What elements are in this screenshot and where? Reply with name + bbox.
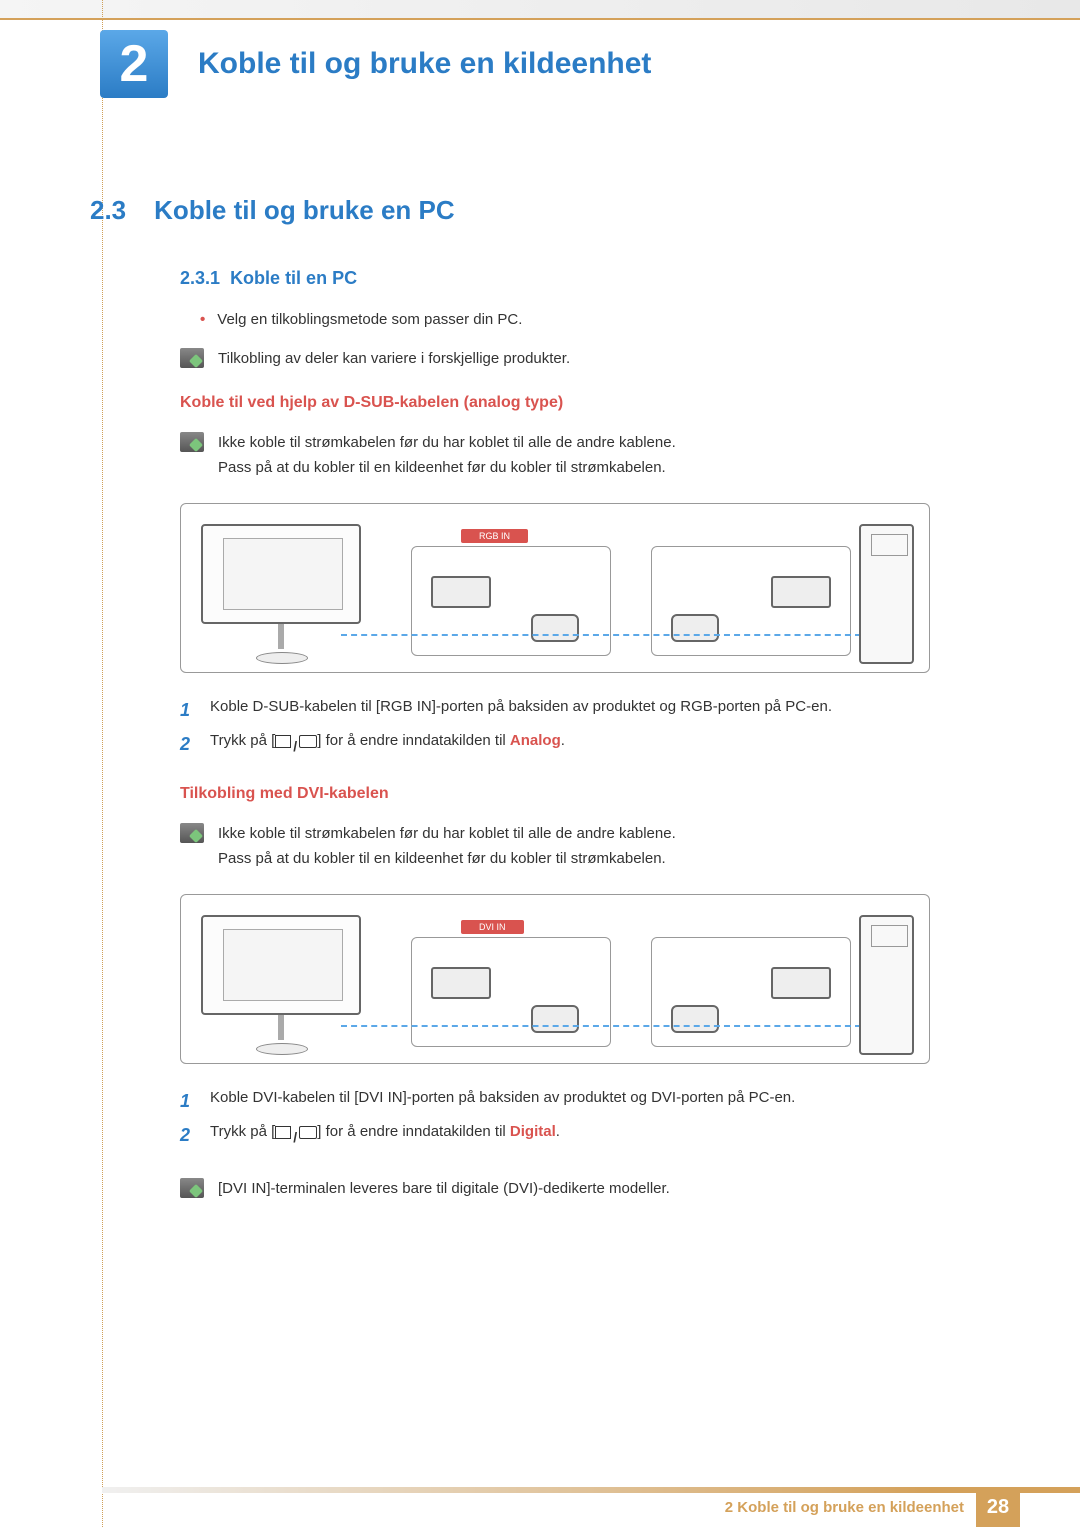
section-title: Koble til og bruke en PC	[154, 195, 454, 226]
step-text: Trykk på [/] for å endre inndatakilden t…	[210, 1118, 560, 1152]
cable-icon	[341, 1025, 861, 1027]
note-icon	[180, 1178, 204, 1198]
note-line: Pass på at du kobler til en kildeenhet f…	[218, 850, 666, 867]
subsection-title-text: Koble til en PC	[230, 268, 357, 288]
dvi-heading: Tilkobling med DVI-kabelen	[180, 785, 980, 803]
content: 2.3 Koble til og bruke en PC 2.3.1 Koble…	[90, 195, 980, 1226]
note-icon	[180, 348, 204, 368]
source-button-icon: /	[275, 1125, 317, 1139]
step-text: Koble D-SUB-kabelen til [RGB IN]-porten …	[210, 693, 832, 727]
t: ] for å endre inndatakilden til	[317, 1123, 510, 1140]
chapter-title: Koble til og bruke en kildeenhet	[198, 47, 651, 81]
footer: 2 Koble til og bruke en kildeenhet 28	[0, 1487, 1080, 1527]
dsub-note: Ikke koble til strømkabelen før du har k…	[180, 430, 980, 481]
subsection-number: 2.3.1	[180, 268, 220, 288]
footer-text: 2 Koble til og bruke en kildeenhet	[725, 1499, 964, 1516]
note-line: Ikke koble til strømkabelen før du har k…	[218, 434, 676, 451]
step-number: 2	[180, 727, 196, 761]
port-label: DVI IN	[461, 920, 524, 934]
dsub-diagram: RGB IN	[180, 503, 930, 673]
step-1: 1 Koble DVI-kabelen til [DVI IN]-porten …	[180, 1084, 980, 1118]
chapter-number-box: 2	[100, 30, 168, 98]
step-number: 2	[180, 1118, 196, 1152]
bullet-item: • Velg en tilkoblingsmetode som passer d…	[200, 311, 980, 328]
dsub-steps: 1 Koble D-SUB-kabelen til [RGB IN]-porte…	[180, 693, 980, 761]
monitor-icon	[201, 915, 381, 1055]
mode-label: Analog	[510, 732, 561, 749]
section-heading: 2.3 Koble til og bruke en PC	[90, 195, 980, 226]
subsection-title: 2.3.1 Koble til en PC	[180, 268, 980, 289]
plug-icon	[671, 614, 719, 642]
monitor-icon	[201, 524, 381, 664]
dvi-bottom-note: [DVI IN]-terminalen leveres bare til dig…	[180, 1176, 980, 1202]
step-2: 2 Trykk på [/] for å endre inndatakilden…	[180, 727, 980, 761]
top-bar	[0, 0, 1080, 20]
note-line: Ikke koble til strømkabelen før du har k…	[218, 825, 676, 842]
step-number: 1	[180, 1084, 196, 1118]
step-text: Trykk på [/] for å endre inndatakilden t…	[210, 727, 565, 761]
plug-icon	[771, 967, 831, 999]
dvi-steps: 1 Koble DVI-kabelen til [DVI IN]-porten …	[180, 1084, 980, 1152]
note-text: Tilkobling av deler kan variere i forskj…	[218, 346, 570, 372]
note-text: Ikke koble til strømkabelen før du har k…	[218, 430, 676, 481]
dvi-diagram: DVI IN	[180, 894, 930, 1064]
source-button-icon: /	[275, 734, 317, 748]
page-number: 28	[976, 1487, 1020, 1527]
t: Trykk på [	[210, 1123, 275, 1140]
dvi-note: Ikke koble til strømkabelen før du har k…	[180, 821, 980, 872]
plug-icon	[771, 576, 831, 608]
note-text: Ikke koble til strømkabelen før du har k…	[218, 821, 676, 872]
t: ] for å endre inndatakilden til	[317, 732, 510, 749]
plug-icon	[431, 967, 491, 999]
footer-rule	[102, 1487, 1080, 1493]
cable-icon	[341, 634, 861, 636]
step-1: 1 Koble D-SUB-kabelen til [RGB IN]-porte…	[180, 693, 980, 727]
port-label: RGB IN	[461, 529, 528, 543]
plug-icon	[431, 576, 491, 608]
pc-tower-icon	[859, 524, 914, 664]
plug-icon	[531, 1005, 579, 1033]
chapter-header: 2 Koble til og bruke en kildeenhet	[100, 30, 651, 98]
step-2: 2 Trykk på [/] for å endre inndatakilden…	[180, 1118, 980, 1152]
plug-icon	[531, 614, 579, 642]
t: .	[561, 732, 565, 749]
pc-tower-icon	[859, 915, 914, 1055]
note-icon	[180, 432, 204, 452]
step-number: 1	[180, 693, 196, 727]
note-text: [DVI IN]-terminalen leveres bare til dig…	[218, 1176, 670, 1202]
subsection: 2.3.1 Koble til en PC • Velg en tilkobli…	[180, 268, 980, 1202]
bullet-dot-icon: •	[200, 311, 205, 328]
note-icon	[180, 823, 204, 843]
step-text: Koble DVI-kabelen til [DVI IN]-porten på…	[210, 1084, 795, 1118]
note-variation: Tilkobling av deler kan variere i forskj…	[180, 346, 980, 372]
section-number: 2.3	[90, 195, 126, 226]
mode-label: Digital	[510, 1123, 556, 1140]
plug-icon	[671, 1005, 719, 1033]
t: .	[556, 1123, 560, 1140]
note-line: Pass på at du kobler til en kildeenhet f…	[218, 459, 666, 476]
bullet-text: Velg en tilkoblingsmetode som passer din…	[217, 311, 522, 328]
dsub-heading: Koble til ved hjelp av D-SUB-kabelen (an…	[180, 394, 980, 412]
t: Trykk på [	[210, 732, 275, 749]
